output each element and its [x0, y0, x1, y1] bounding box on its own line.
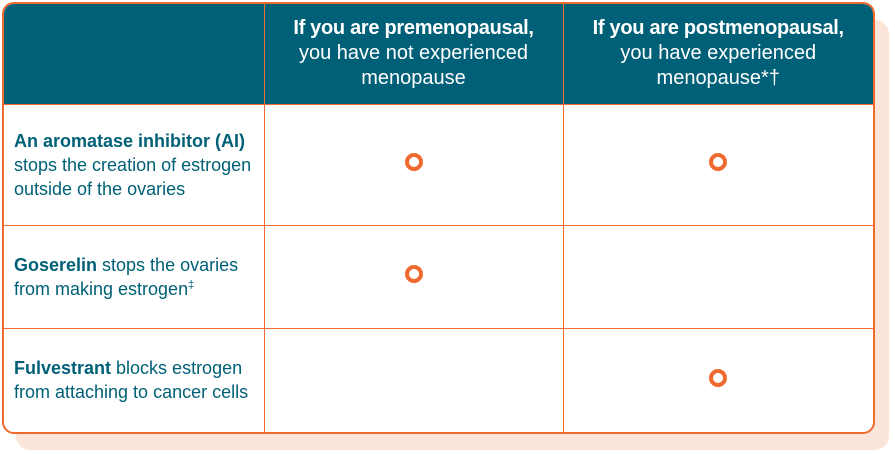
cell-premenopausal — [263, 327, 563, 432]
header-postmenopausal: If you are postmenopausal, you have expe… — [562, 4, 873, 105]
row-label: Fulvestrant blocks estrogen from attachi… — [4, 327, 264, 432]
treatment-table: If you are premenopausal, you have not e… — [4, 4, 873, 432]
row-label-bold: Fulvestrant — [14, 358, 112, 379]
table-row: An aromatase inhibitor (AI) stops the cr… — [4, 104, 873, 225]
cell-postmenopausal — [562, 104, 873, 225]
row-label: Goserelin stops the ovaries from making … — [4, 224, 264, 328]
header-premenopausal-bold: If you are premenopausal, — [293, 17, 534, 40]
cell-premenopausal — [263, 104, 563, 225]
header-premenopausal: If you are premenopausal, you have not e… — [263, 4, 563, 105]
cell-premenopausal — [263, 224, 563, 328]
table-row: Goserelin stops the ovaries from making … — [4, 224, 873, 328]
cell-postmenopausal — [562, 327, 873, 432]
header-premenopausal-text: you have not experienced menopause — [298, 42, 529, 90]
header-postmenopausal-text: you have experienced menopause*† — [620, 42, 817, 90]
row-label-desc: blocks estrogen from attaching to cancer… — [14, 358, 249, 403]
header-empty-cell — [4, 4, 264, 105]
orange-ring-icon — [404, 265, 423, 283]
header-row: If you are premenopausal, you have not e… — [4, 4, 873, 105]
header-postmenopausal-bold: If you are postmenopausal, — [592, 17, 844, 40]
orange-ring-icon — [404, 153, 423, 171]
row-label-desc: stops the ovaries from making estrogen — [14, 254, 239, 299]
row-label-desc: stops the creation of estrogen outside o… — [14, 154, 252, 199]
row-label: An aromatase inhibitor (AI) stops the cr… — [4, 104, 264, 225]
row-label-footnote-mark: ‡ — [188, 278, 195, 291]
treatment-table-card: If you are premenopausal, you have not e… — [2, 2, 875, 434]
table-row: Fulvestrant blocks estrogen from attachi… — [4, 327, 873, 432]
cell-postmenopausal — [562, 224, 873, 328]
orange-ring-icon — [709, 153, 728, 171]
row-label-bold: Goserelin — [14, 254, 98, 275]
orange-ring-icon — [709, 368, 728, 387]
row-label-bold: An aromatase inhibitor (AI) — [14, 130, 246, 151]
